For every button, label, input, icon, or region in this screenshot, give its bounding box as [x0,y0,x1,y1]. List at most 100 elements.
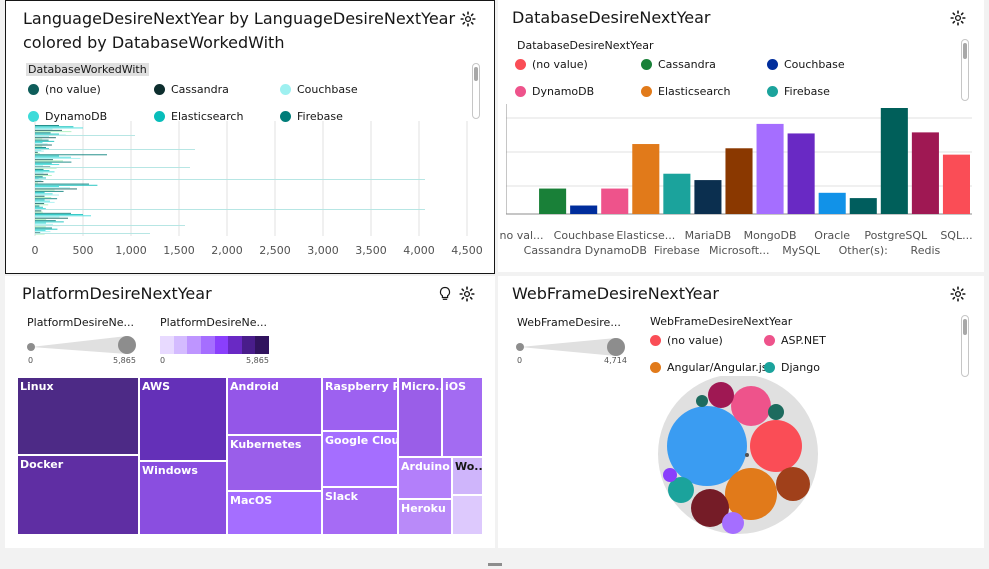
chart-bar [35,194,59,196]
bubble[interactable] [696,395,708,407]
chart-bar[interactable] [725,148,753,214]
bubble[interactable] [776,467,810,501]
chart-bar [35,212,71,214]
chart-bar[interactable] [756,123,784,214]
treemap-tile-label: Linux [20,380,54,393]
bubble[interactable] [745,453,749,457]
treemap-tile[interactable]: Arduino [398,457,452,499]
bubble[interactable] [750,420,802,472]
treemap-tile[interactable]: Slack [322,487,398,535]
treemap-tile[interactable]: Kubernetes [227,435,322,491]
legend-label: Cassandra [171,83,229,96]
treemap-tile[interactable]: iOS [442,377,483,457]
chart-bar [35,143,48,145]
chart-bar[interactable] [911,132,939,214]
bubble[interactable] [731,386,771,426]
treemap-tile[interactable]: Windows [139,461,227,535]
legend-item[interactable]: Django [764,361,820,374]
legend-title: WebFrameDesireNextYear [650,315,793,328]
treemap-tile[interactable]: Raspberry Pi [322,377,398,431]
color-ramp-step [255,336,269,354]
chart-bar[interactable] [632,144,660,214]
bubble[interactable] [722,512,744,534]
treemap-tile[interactable]: Linux [17,377,139,455]
chart-bar [35,149,195,150]
panel-title: WebFrameDesireNextYear [512,284,719,303]
legend-scrollbar[interactable] [961,315,969,377]
legend-item[interactable]: (no value) [28,83,101,96]
bubble[interactable] [667,406,747,486]
bubble[interactable] [668,477,694,503]
bubble[interactable] [663,468,677,482]
treemap-tile[interactable]: Micro... [398,377,442,457]
treemap-tile[interactable]: Heroku [398,499,452,535]
panel-language-by-database[interactable]: LanguageDesireNextYear by LanguageDesire… [5,0,495,274]
horizontal-bar-chart [34,121,468,236]
size-legend-wedge [27,336,136,354]
treemap-tile[interactable]: AWS [139,377,227,461]
chart-bar [35,205,40,207]
treemap-tile-label: Windows [142,464,198,477]
legend-label: ASP.NET [781,334,826,347]
legend-item[interactable]: Couchbase [280,83,358,96]
chart-bar [35,137,56,139]
x-tick-label: 500 [72,244,94,257]
x-axis-label: no val... [499,229,544,242]
treemap-tile[interactable] [452,495,483,535]
legend-item[interactable]: DynamoDB [515,85,594,98]
legend-item[interactable]: Elasticsearch [641,85,730,98]
bubble[interactable] [725,468,777,520]
legend-item[interactable]: Firebase [280,110,343,122]
color-ramp-step [160,336,174,354]
treemap-tile[interactable]: MacOS [227,491,322,535]
x-axis-label: Couchbase [553,229,615,242]
legend-item[interactable]: (no value) [650,334,723,347]
treemap-tile[interactable]: Docker [17,455,139,535]
panel-platform-desire[interactable]: PlatformDesireNextYear PlatformDesireNe.… [5,276,495,548]
treemap-tile-label: Heroku [401,502,446,515]
lightbulb-icon[interactable] [437,286,453,302]
legend-item[interactable]: DynamoDB [28,110,107,122]
panel-webframe-desire[interactable]: WebFrameDesireNextYear WebFrameDesire...… [498,276,984,548]
resize-handle[interactable] [488,563,502,566]
legend-item[interactable]: (no value) [515,58,588,71]
chart-bar[interactable] [570,205,598,214]
legend-item[interactable]: Elasticsearch [154,110,243,122]
settings-gear-icon[interactable] [459,286,475,302]
legend-item[interactable]: ASP.NET [764,334,826,347]
chart-bar[interactable] [942,154,970,214]
legend-label: Cassandra [658,58,716,71]
bubble[interactable] [708,382,734,408]
legend-scrollbar[interactable] [961,39,969,101]
settings-gear-icon[interactable] [950,286,966,302]
legend-item[interactable]: Cassandra [641,58,716,71]
chart-bar[interactable] [601,188,629,214]
treemap-tile[interactable]: Android [227,377,322,435]
chart-bar[interactable] [539,188,567,214]
legend-item[interactable]: Couchbase [767,58,845,71]
chart-bar[interactable] [849,198,877,214]
legend-scrollbar[interactable] [472,63,480,119]
settings-gear-icon[interactable] [950,10,966,26]
settings-gear-icon[interactable] [460,11,476,27]
chart-bar [35,175,52,177]
bubble[interactable] [768,404,784,420]
treemap-tile-label: Micro... [401,380,441,393]
chart-bar[interactable] [818,192,846,214]
chart-bar[interactable] [663,173,691,214]
treemap-tile[interactable]: Google Clou... [322,431,398,487]
legend-label: DynamoDB [45,110,108,122]
legend-item[interactable]: Cassandra [154,83,229,96]
chart-bar [35,227,52,229]
treemap-tile[interactable]: Wo... [452,457,483,495]
panel-database-desire[interactable]: DatabaseDesireNextYear DatabaseDesireNex… [498,0,984,272]
chart-bar[interactable] [694,180,722,214]
bubble[interactable] [691,489,729,527]
chart-bar[interactable] [880,108,908,214]
chart-bar[interactable] [787,133,815,214]
chart-bar [35,164,60,166]
chart-bar [35,200,50,202]
legend-item[interactable]: Angular/Angular.js [650,361,768,374]
legend-item[interactable]: Firebase [767,85,830,98]
treemap-tile-label: AWS [142,380,171,393]
